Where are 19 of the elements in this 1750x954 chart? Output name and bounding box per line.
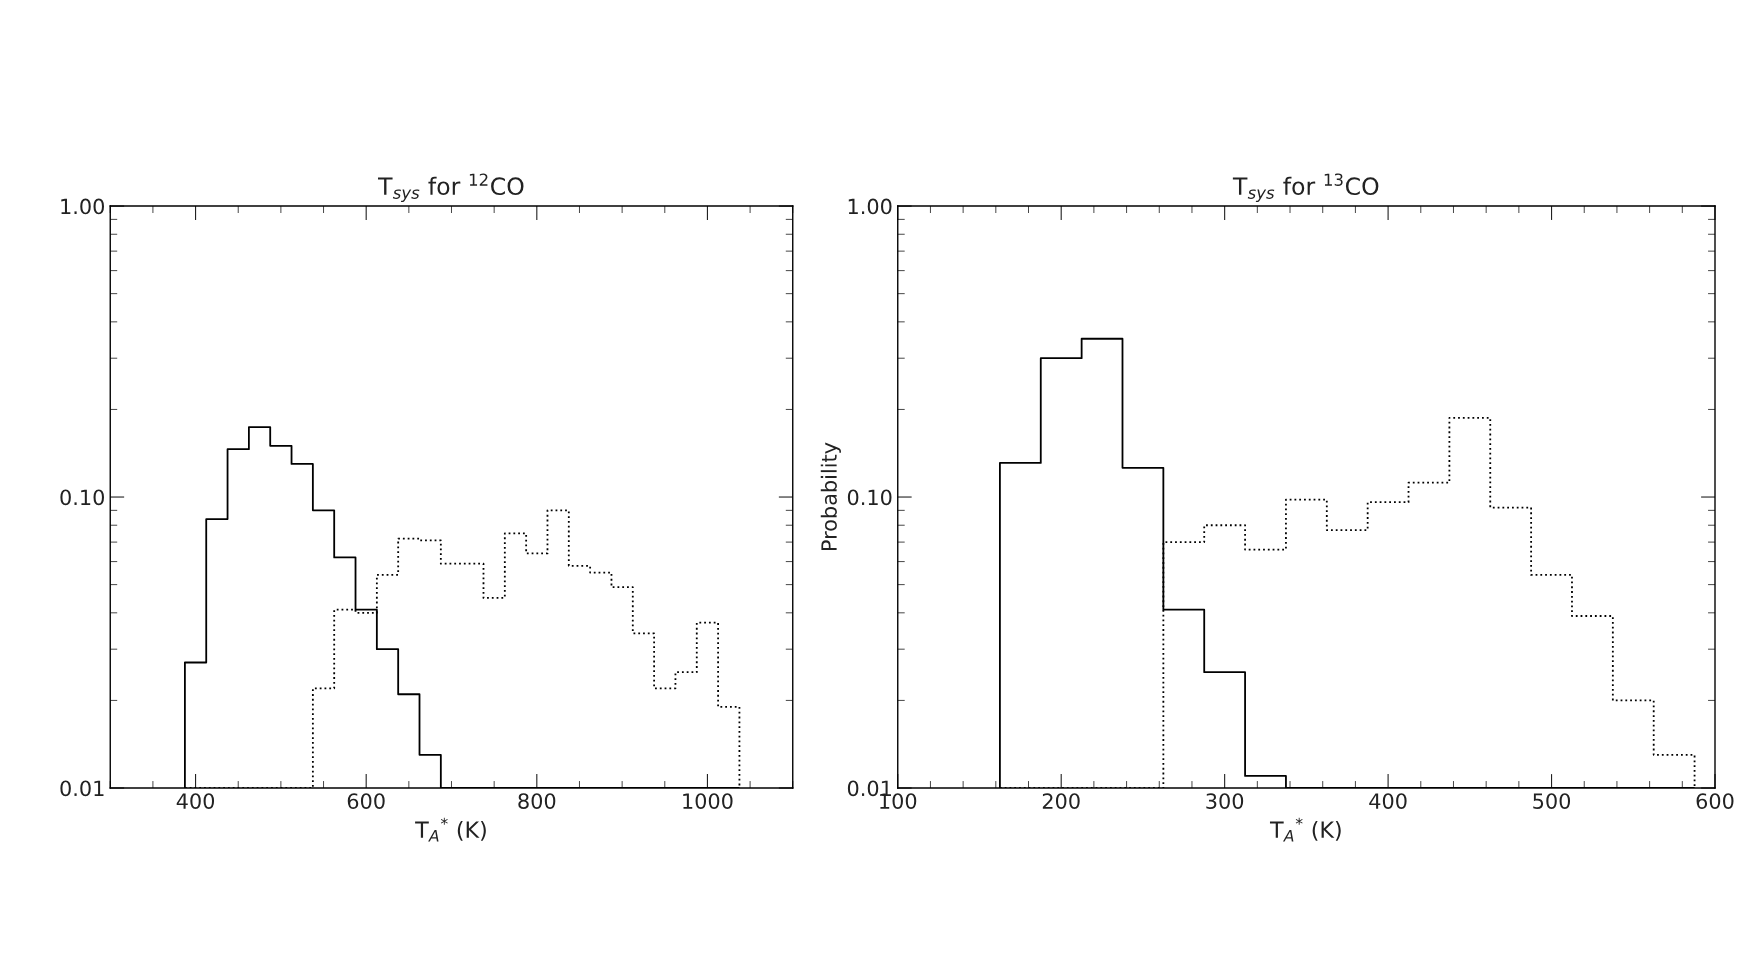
x-axis-title: T$_{A}$$^{*}$ (K) (1269, 817, 1341, 842)
chart-title: T$_{sys}$ for $^{12}$CO (378, 173, 524, 203)
x-tick-label: 300 (1206, 793, 1244, 809)
x-tick-label: 600 (1696, 793, 1734, 809)
x-tick-label: 800 (518, 793, 556, 809)
x-tick-label: 1000 (683, 793, 733, 809)
y-tick-label: 1.00 (61, 198, 105, 215)
x-tick-label: 600 (347, 793, 385, 809)
y-tick-label: 0.01 (60, 780, 104, 797)
x-tick-label: 400 (176, 793, 215, 809)
x-tick-label: 500 (1533, 793, 1571, 809)
y-tick-label: 1.00 (848, 198, 892, 215)
x-tick-label: 200 (1042, 793, 1080, 809)
y-tick-label: 0.10 (60, 489, 105, 506)
x-tick-label: 400 (1369, 793, 1407, 809)
x-axis-title: T$_{A}$$^{*}$ (K) (415, 817, 486, 842)
chart-title: T$_{sys}$ for $^{13}$CO (1232, 173, 1379, 203)
y-axis-title: Probability (820, 442, 841, 551)
y-tick-label: 0.10 (847, 489, 892, 506)
